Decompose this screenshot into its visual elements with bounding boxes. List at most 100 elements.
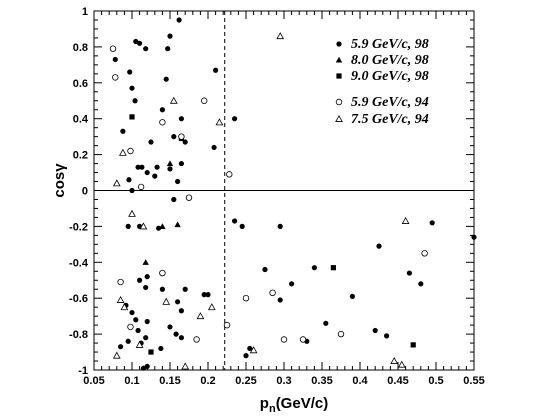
- data-point: [207, 303, 216, 311]
- data-point: [410, 342, 416, 348]
- data-point: [129, 85, 135, 91]
- y-tick-label: 0.8: [73, 42, 88, 54]
- data-point: [116, 295, 125, 303]
- legend-entry-label: 5.9 GeV/c, 94: [351, 95, 429, 110]
- data-point: [311, 265, 317, 271]
- data-point: [159, 119, 166, 126]
- legend-marker: [335, 114, 343, 122]
- data-point: [178, 308, 184, 314]
- data-point: [162, 297, 171, 305]
- data-point: [132, 98, 138, 104]
- data-point: [135, 164, 141, 170]
- data-point: [196, 312, 205, 320]
- data-point: [159, 286, 165, 292]
- x-tick-label: 0.2: [200, 375, 215, 387]
- data-point: [156, 225, 162, 231]
- data-point: [175, 178, 181, 185]
- x-axis-title-main: p: [260, 395, 269, 412]
- data-point: [232, 116, 238, 122]
- data-point: [117, 278, 124, 286]
- data-markers: [109, 17, 477, 371]
- legend-marker: [336, 73, 342, 79]
- y-tick-label: -0.8: [69, 329, 88, 341]
- data-point: [171, 196, 177, 203]
- data-point: [159, 223, 166, 229]
- data-point: [243, 353, 249, 359]
- data-point: [139, 222, 148, 230]
- data-point: [215, 118, 224, 126]
- data-point: [143, 335, 149, 341]
- data-point: [144, 318, 150, 325]
- data-point: [372, 327, 378, 334]
- y-tick-label: -0.4: [69, 257, 89, 269]
- data-point: [181, 362, 190, 370]
- data-point: [429, 220, 435, 226]
- x-tick-label: 0.05: [83, 375, 104, 387]
- data-point: [148, 349, 154, 355]
- data-point: [200, 97, 208, 104]
- data-point: [126, 177, 132, 183]
- data-point: [401, 216, 410, 224]
- data-point: [277, 223, 283, 229]
- x-axis-ticks: 0.05 0.1 0.15 0.2 0.25 0.3 0.35 0.4 0.45 0.5 0.55: [83, 11, 485, 387]
- data-point: [127, 147, 134, 155]
- data-point: [165, 46, 171, 52]
- data-point: [205, 292, 211, 298]
- data-point: [277, 297, 283, 303]
- legend-entry-label: 7.5 GeV/c, 94: [351, 112, 429, 127]
- x-tick-label: 0.35: [311, 375, 332, 387]
- data-point: [397, 360, 406, 368]
- data-point: [269, 289, 276, 297]
- data-point: [112, 351, 121, 359]
- data-point: [167, 324, 173, 330]
- data-point: [128, 209, 136, 217]
- x-tick-label: 0.45: [387, 375, 408, 387]
- data-point: [289, 281, 295, 287]
- data-point: [169, 96, 178, 104]
- y-tick-label: 0.6: [73, 78, 88, 90]
- x-axis-title-unit: (GeV/c): [276, 395, 329, 412]
- data-point: [178, 160, 184, 167]
- data-point: [166, 160, 174, 167]
- data-point: [137, 40, 143, 46]
- y-tick-label: 0.2: [73, 150, 88, 162]
- data-point: [276, 32, 285, 40]
- data-point: [120, 128, 126, 134]
- plot-area: 0.05 0.1 0.15 0.2 0.25 0.3 0.35 0.4 0.45 0.5 0.55 …: [69, 6, 485, 387]
- x-tick-label: 0.4: [352, 375, 368, 387]
- data-point: [112, 179, 121, 187]
- y-tick-label: 1: [82, 6, 88, 18]
- data-point: [133, 317, 139, 323]
- data-point: [242, 295, 250, 302]
- data-point: [129, 187, 135, 194]
- data-point: [154, 164, 160, 170]
- data-point: [143, 284, 149, 291]
- data-point: [174, 221, 181, 228]
- data-point: [120, 303, 129, 311]
- data-point: [109, 45, 117, 52]
- data-point: [323, 320, 329, 326]
- data-point: [418, 281, 424, 287]
- data-point: [175, 299, 181, 305]
- data-point: [349, 293, 355, 300]
- data-point: [152, 173, 158, 179]
- data-point: [144, 274, 150, 280]
- data-point: [140, 365, 146, 371]
- data-point: [178, 335, 184, 341]
- data-point: [232, 218, 238, 224]
- data-point: [471, 234, 477, 240]
- data-point: [421, 250, 428, 257]
- data-point: [148, 139, 154, 145]
- data-point: [118, 344, 124, 350]
- data-point: [239, 223, 245, 229]
- data-point: [178, 116, 184, 122]
- x-tick-label: 0.25: [235, 375, 256, 387]
- x-tick-label: 0.3: [276, 375, 291, 387]
- data-point: [139, 164, 145, 170]
- data-point: [173, 331, 179, 337]
- data-point: [137, 183, 145, 191]
- y-tick-label: -0.6: [69, 293, 88, 305]
- legend-entry-label: 9.0 GeV/c, 98: [351, 69, 429, 84]
- data-point: [167, 166, 173, 172]
